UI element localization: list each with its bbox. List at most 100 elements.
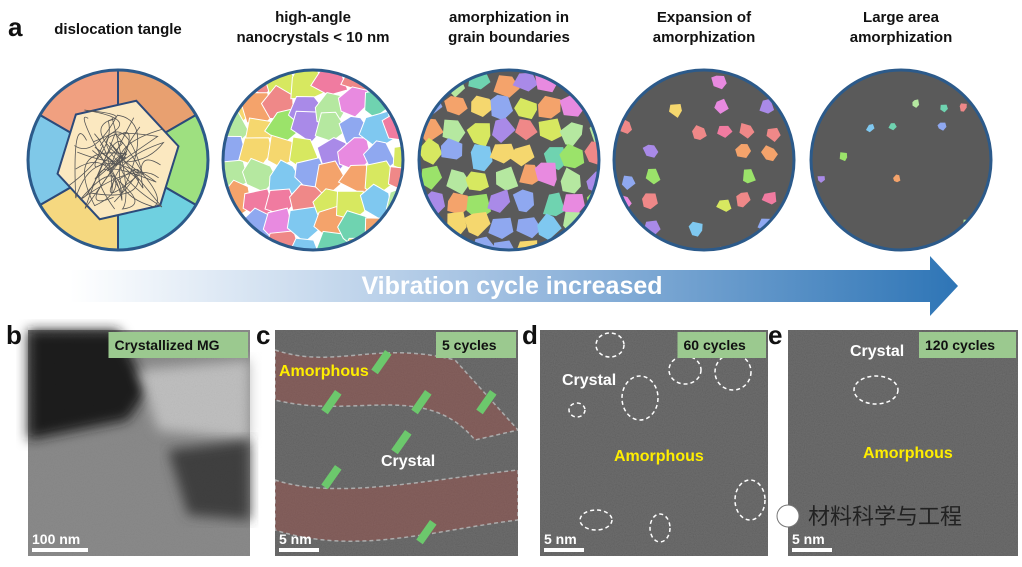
panel-label: b	[6, 320, 22, 350]
grain	[421, 70, 450, 92]
stage-circle	[221, 68, 405, 252]
crystal-outline	[621, 375, 659, 421]
dislocation	[94, 117, 135, 180]
grain	[893, 174, 901, 183]
panel-label: d	[522, 320, 538, 350]
grain	[512, 72, 538, 92]
grain	[534, 162, 557, 187]
grain	[669, 103, 682, 118]
tag: 5 cycles	[442, 337, 497, 353]
grain	[512, 189, 535, 213]
grain	[940, 104, 948, 113]
grain	[509, 144, 535, 167]
circle-border	[417, 68, 601, 252]
scale-bar	[279, 548, 319, 552]
grain	[584, 94, 599, 118]
tag-box	[677, 332, 766, 358]
grain	[386, 205, 403, 240]
arrow-marker	[371, 349, 392, 375]
amorphous-label: Amorphous	[279, 363, 369, 380]
dislocation	[98, 159, 161, 210]
crystal-outline	[853, 375, 899, 405]
arrow-marker	[416, 520, 437, 545]
arrow-marker	[321, 390, 342, 415]
grain	[447, 192, 472, 215]
arrow	[70, 256, 958, 316]
circle-border	[809, 68, 993, 252]
tag: 60 cycles	[684, 337, 746, 353]
grain	[488, 217, 514, 239]
grain	[489, 143, 516, 164]
grain	[491, 117, 516, 144]
matrix	[811, 70, 991, 250]
stage-title: amorphization	[850, 29, 953, 46]
grain	[584, 141, 599, 167]
grain	[959, 103, 967, 112]
grain	[562, 194, 585, 217]
circle-border	[221, 68, 405, 252]
grain	[759, 98, 775, 114]
grain	[223, 232, 252, 250]
tag: Crystallized MG	[115, 337, 220, 353]
grain	[447, 211, 467, 238]
grain	[516, 217, 542, 239]
stage-circle	[809, 68, 993, 252]
grain	[444, 96, 468, 116]
grain	[692, 125, 707, 141]
grain	[471, 95, 495, 118]
grain	[495, 166, 519, 191]
stage-title: high-angle	[275, 9, 351, 26]
grain	[585, 73, 599, 98]
grain	[392, 142, 403, 173]
arrow-marker	[411, 389, 432, 415]
grain	[937, 122, 947, 131]
grain	[839, 152, 848, 162]
watermark-icon	[776, 504, 800, 528]
stage-title: amorphization in	[449, 9, 569, 26]
grain	[419, 235, 441, 250]
scale-bar-label: 5 nm	[279, 531, 312, 547]
dislocation	[77, 133, 165, 194]
grain	[493, 75, 520, 98]
arrow-marker	[391, 429, 412, 455]
stage-title: Expansion of	[657, 9, 752, 26]
dislocation	[74, 114, 139, 194]
dislocation	[75, 162, 159, 201]
stage-circle	[612, 68, 796, 252]
grain	[616, 77, 632, 93]
grain	[761, 244, 779, 250]
circle-content	[811, 70, 991, 250]
arrow-marker	[321, 464, 342, 490]
grain	[743, 169, 756, 184]
grain	[439, 234, 465, 250]
scale-bar-label: 5 nm	[544, 531, 577, 547]
grain	[559, 143, 585, 169]
circle-content	[223, 70, 403, 250]
grain	[420, 165, 443, 190]
grain	[364, 217, 397, 249]
grain	[591, 241, 599, 250]
arrow-marker	[476, 389, 497, 415]
grain	[440, 138, 463, 160]
grain	[714, 98, 729, 114]
stage-title: Large area	[863, 9, 940, 26]
scale-bar-label: 100 nm	[32, 531, 80, 547]
grain	[621, 175, 636, 190]
grain	[560, 167, 581, 194]
circle-content	[614, 70, 794, 250]
grain	[735, 143, 752, 158]
grain	[493, 240, 519, 250]
tag-box	[108, 332, 248, 358]
grain	[642, 144, 659, 158]
grain	[419, 137, 443, 165]
grain	[542, 192, 566, 217]
grain	[788, 243, 794, 250]
dislocation	[74, 133, 141, 199]
arrow-text: Vibration cycle increased	[361, 272, 662, 300]
grain	[786, 223, 794, 238]
texture	[788, 330, 1018, 556]
grain	[442, 119, 466, 143]
grain	[537, 95, 561, 119]
grain	[559, 122, 583, 147]
